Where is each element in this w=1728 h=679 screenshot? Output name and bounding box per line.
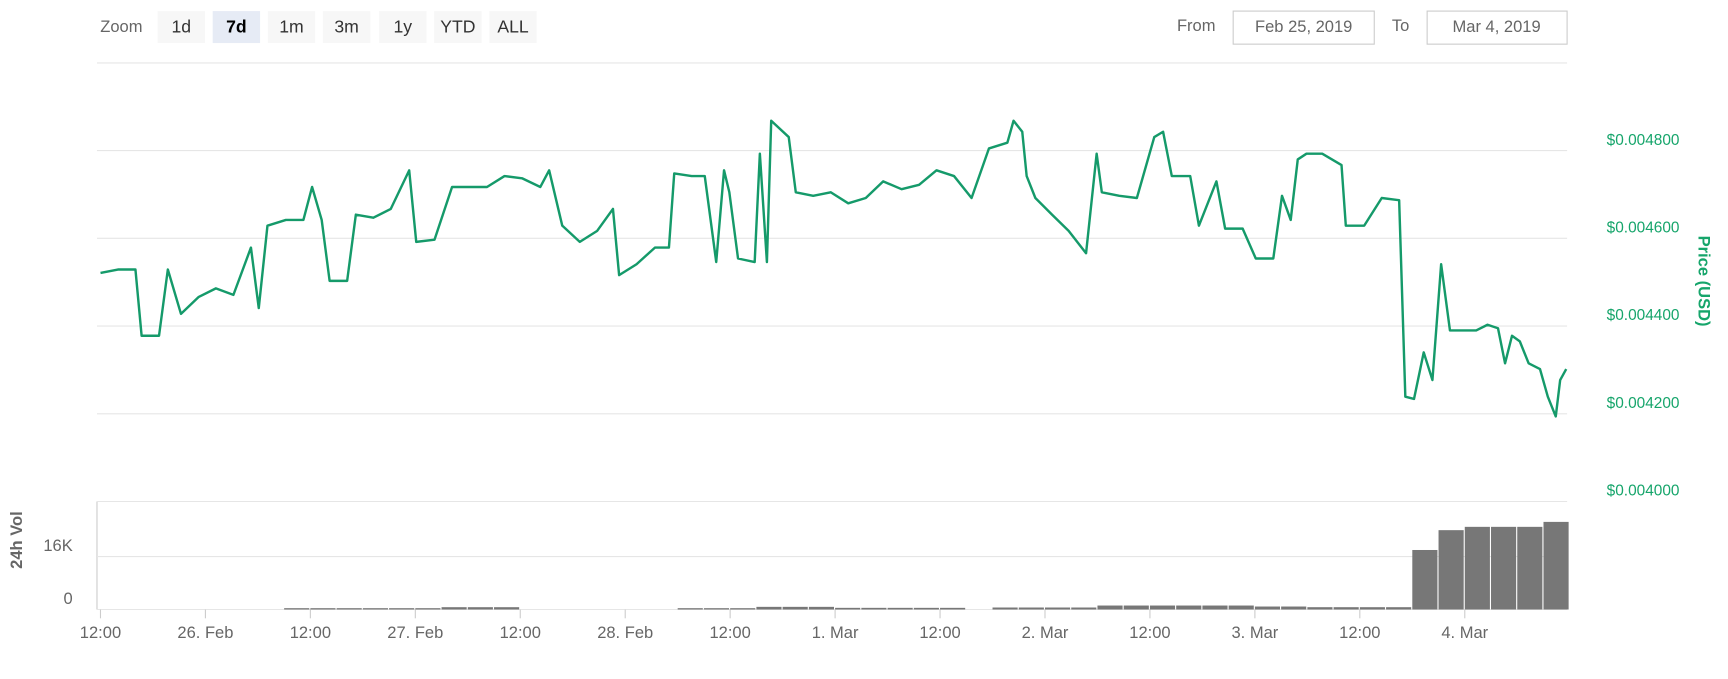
volume-bar [1228, 605, 1254, 610]
zoom-button[interactable] [489, 11, 537, 44]
volume-bar [1543, 521, 1569, 610]
volume-bar [1517, 526, 1543, 610]
volume-bar [1071, 607, 1097, 610]
zoom-button-label[interactable]: 1m [279, 16, 303, 36]
volume-bar [284, 608, 310, 610]
volume-bar [467, 607, 493, 610]
x-tick-label: 12:00 [709, 623, 750, 642]
from-input[interactable] [1232, 10, 1375, 45]
x-tick-label: 1. Mar [812, 623, 859, 642]
volume-bar [913, 607, 939, 610]
volume-bar [835, 607, 861, 610]
x-tick-label: 12:00 [80, 623, 121, 642]
volume-bar [1202, 605, 1228, 610]
y-tick-label: 16K [43, 536, 72, 555]
zoom-button[interactable] [322, 11, 371, 44]
to-input[interactable] [1426, 10, 1568, 45]
volume-bar [494, 607, 520, 610]
volume-bar [887, 607, 913, 610]
volume-bar [1097, 605, 1123, 610]
volume-bar [1333, 607, 1359, 610]
y-tick-label: $0.004000 [1607, 483, 1680, 500]
x-tick-label: 12:00 [1339, 623, 1380, 642]
volume-bar [703, 608, 730, 610]
zoom-button-label[interactable]: ALL [497, 16, 529, 36]
x-tick-label: 27. Feb [387, 623, 443, 642]
volume-bar [730, 608, 756, 610]
zoom-button-label[interactable]: 3m [334, 16, 358, 36]
x-tick-label: 2. Mar [1022, 623, 1069, 642]
volume-bar [389, 608, 415, 610]
volume-bar [940, 607, 966, 610]
volume-bar [1438, 530, 1464, 610]
volume-bar [441, 607, 467, 610]
volume-bar [1149, 605, 1176, 610]
x-tick-label: 12:00 [500, 623, 541, 642]
volume-bar [808, 606, 834, 610]
volume-bar [756, 606, 782, 610]
volume-bar [1412, 549, 1438, 610]
price-line [100, 119, 1568, 418]
volume-bar [677, 608, 703, 610]
volume-bar [1359, 607, 1385, 610]
price-axis-title: Price (USD) [1694, 236, 1713, 327]
zoom-button[interactable] [212, 11, 261, 44]
volume-bar [1491, 526, 1517, 610]
volume-bar [1254, 606, 1281, 610]
volume-bar [1044, 607, 1071, 610]
from-value[interactable]: Feb 25, 2019 [1255, 17, 1352, 36]
y-tick-label: 0 [64, 589, 73, 608]
volume-bar [310, 608, 336, 610]
x-tick-label: 12:00 [290, 623, 331, 642]
volume-bar [1307, 607, 1333, 610]
zoom-button-label[interactable]: YTD [440, 16, 475, 36]
x-tick-label: 12:00 [1129, 623, 1170, 642]
zoom-button[interactable] [267, 11, 316, 44]
y-tick-label: $0.004600 [1607, 219, 1680, 236]
volume-bar [1018, 607, 1044, 610]
volume-bar [362, 608, 388, 610]
to-label: To [1392, 16, 1409, 35]
zoom-button[interactable] [434, 11, 482, 44]
x-tick-label: 3. Mar [1231, 623, 1278, 642]
y-tick-label: $0.004400 [1607, 307, 1680, 324]
volume-bar [1464, 526, 1490, 610]
volume-axis-title: 24h Vol [7, 511, 26, 569]
y-tick-label: $0.004800 [1607, 132, 1680, 149]
zoom-button-label[interactable]: 1y [393, 16, 412, 36]
x-tick-label: 28. Feb [597, 623, 653, 642]
zoom-button[interactable] [157, 11, 205, 44]
zoom-button[interactable] [379, 11, 427, 44]
volume-bar [336, 608, 362, 610]
volume-bar [992, 607, 1018, 610]
zoom-button-label[interactable]: 1d [171, 16, 191, 36]
zoom-label: Zoom [100, 17, 142, 36]
volume-bar [1281, 606, 1307, 610]
from-label: From [1177, 16, 1216, 35]
volume-bar [1386, 607, 1412, 610]
volume-bar [861, 607, 887, 610]
x-tick-label: 12:00 [919, 623, 960, 642]
zoom-button-label[interactable]: 7d [226, 16, 247, 36]
x-tick-label: 26. Feb [177, 623, 233, 642]
volume-bar [782, 606, 808, 610]
volume-bar [415, 608, 441, 610]
y-tick-label: $0.004200 [1607, 395, 1680, 412]
volume-bar [1123, 605, 1149, 610]
volume-bar [1176, 605, 1202, 610]
x-tick-label: 4. Mar [1441, 623, 1488, 642]
to-value[interactable]: Mar 4, 2019 [1453, 17, 1541, 36]
